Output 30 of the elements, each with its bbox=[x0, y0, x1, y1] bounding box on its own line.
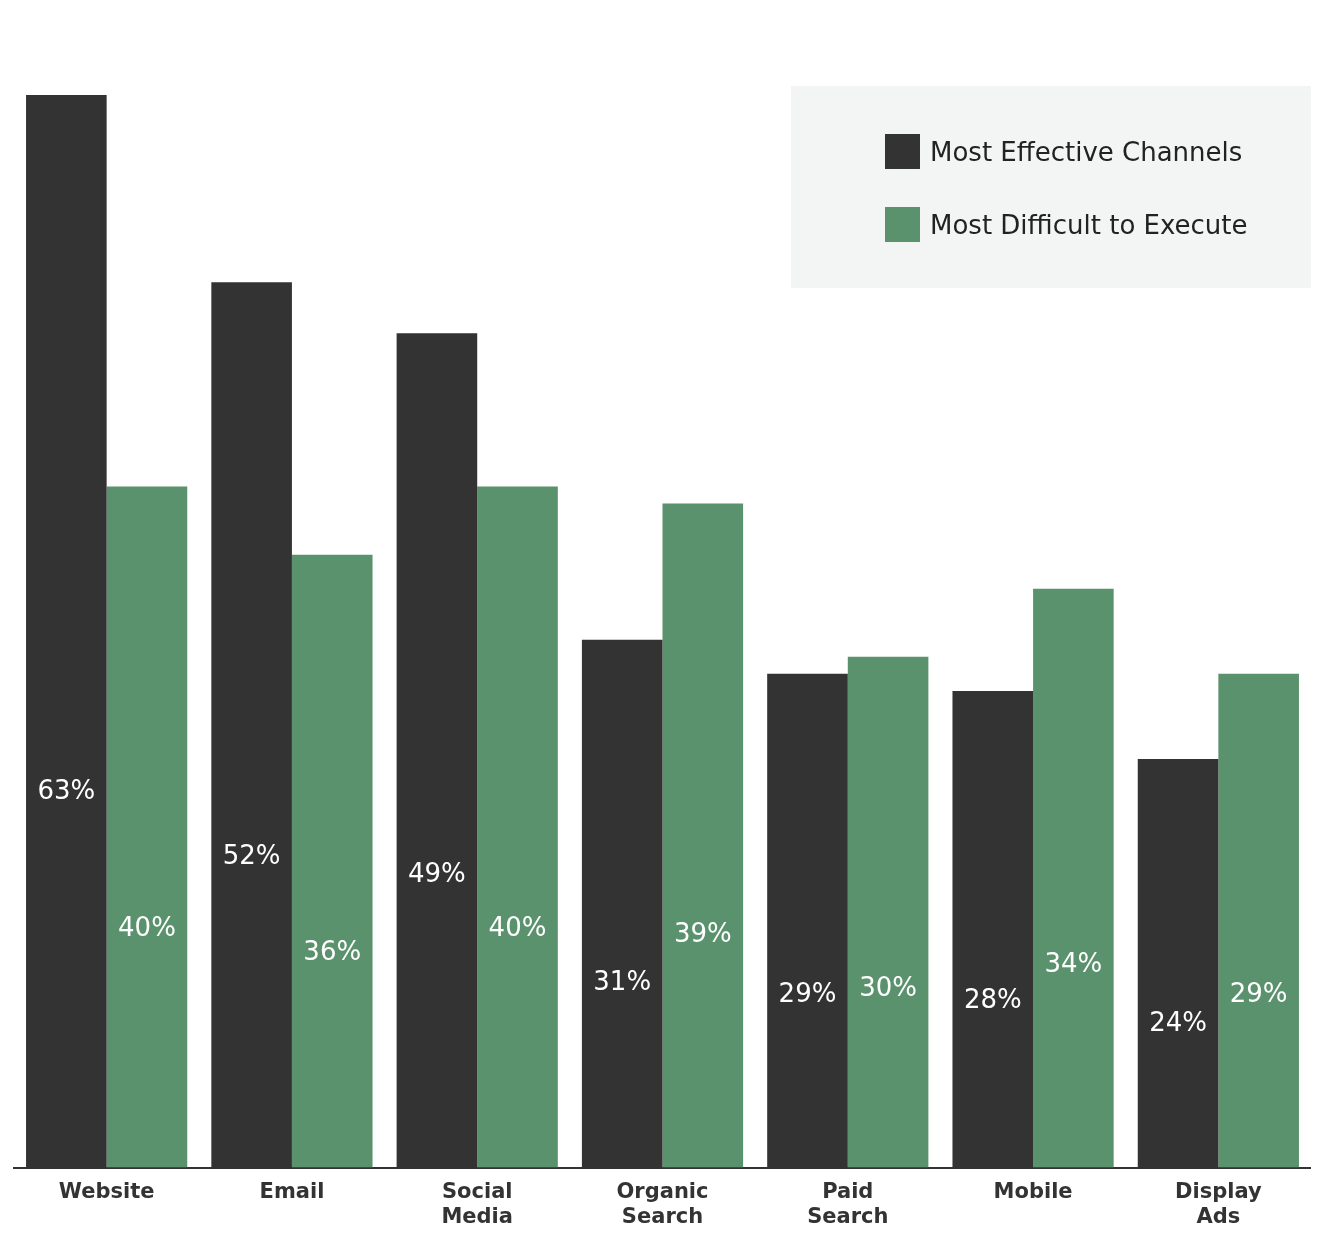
data-label: 31% bbox=[593, 965, 652, 996]
data-label: 30% bbox=[859, 971, 917, 1002]
legend-label: Most Difficult to Execute bbox=[930, 209, 1248, 240]
data-label: 24% bbox=[1149, 1007, 1207, 1038]
x-tick-label: Mobile bbox=[993, 1178, 1073, 1203]
data-label: 29% bbox=[778, 977, 837, 1008]
bar bbox=[106, 486, 188, 1168]
data-label: 49% bbox=[408, 858, 466, 889]
data-label: 28% bbox=[963, 983, 1022, 1014]
bar bbox=[847, 656, 929, 1168]
legend-label: Most Effective Channels bbox=[930, 136, 1243, 167]
x-tick-label: Display Ads bbox=[1175, 1178, 1262, 1228]
data-label: 52% bbox=[222, 840, 281, 871]
bar bbox=[1218, 673, 1299, 1168]
data-label: 40% bbox=[488, 911, 547, 942]
x-tick-label: Paid Search bbox=[807, 1178, 889, 1228]
data-label: 39% bbox=[673, 917, 732, 948]
x-tick-label: Email bbox=[259, 1178, 325, 1203]
x-tick-label: Social Media bbox=[441, 1178, 513, 1228]
bar bbox=[291, 554, 373, 1168]
x-tick-label: Organic Search bbox=[616, 1178, 709, 1228]
data-label: 34% bbox=[1044, 947, 1103, 978]
data-label: 29% bbox=[1229, 977, 1288, 1008]
data-label: 63% bbox=[37, 774, 96, 805]
bar bbox=[662, 503, 744, 1168]
bar bbox=[1033, 588, 1114, 1168]
x-tick-label: Website bbox=[58, 1178, 155, 1203]
data-label: 40% bbox=[118, 911, 176, 942]
data-label: 36% bbox=[303, 935, 362, 966]
bar bbox=[477, 486, 558, 1168]
